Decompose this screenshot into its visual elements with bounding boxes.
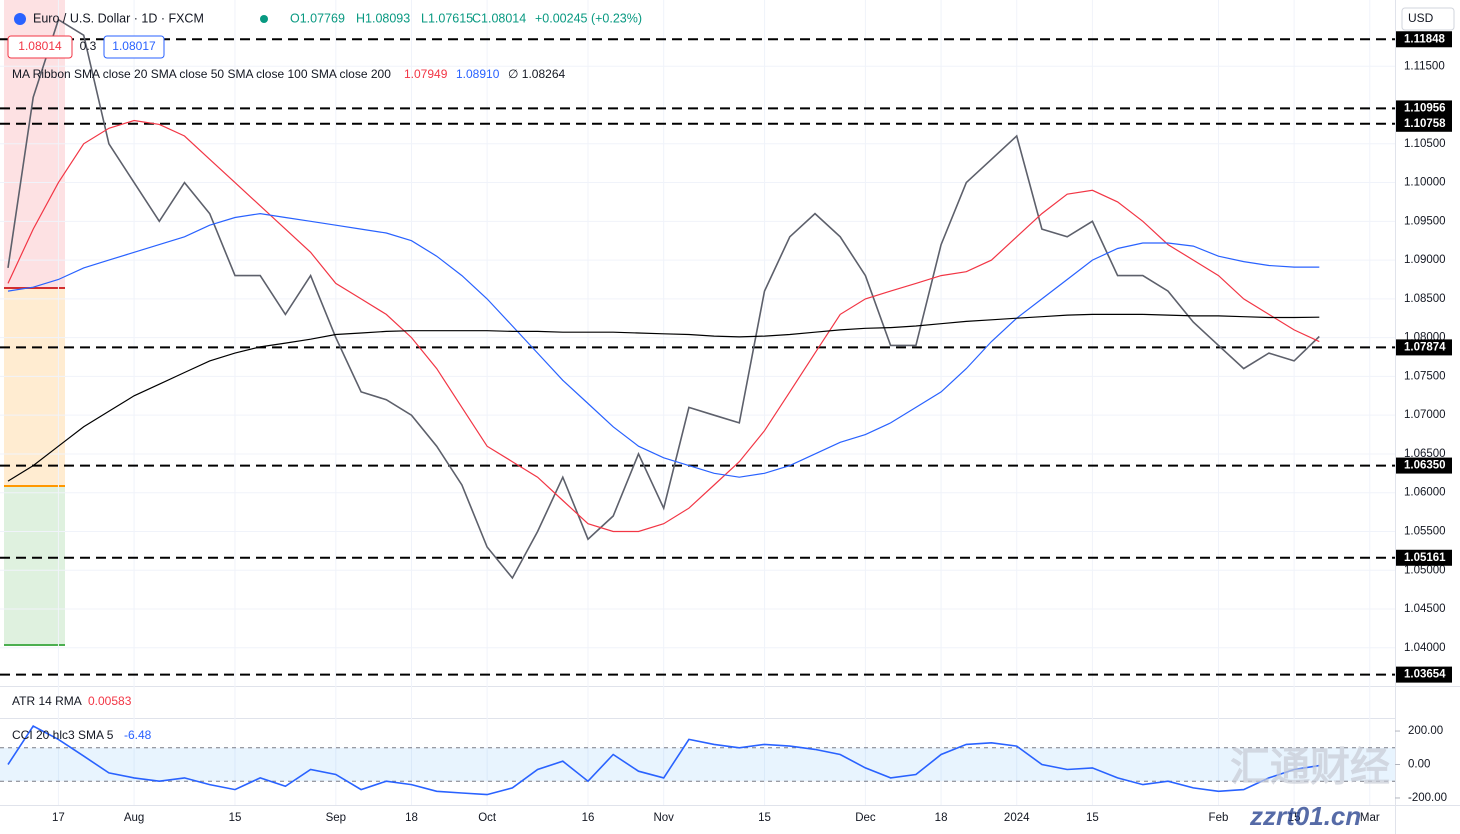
market-status [260,15,268,23]
x-tick-label: Feb [1209,812,1229,824]
ohlc-open: O1.07769 [290,11,345,25]
y-tick-label: 1.08500 [1404,293,1446,305]
x-tick-label: 2024 [1004,812,1030,824]
level-label: 1.07874 [1404,341,1446,353]
symbol-icon [14,13,26,25]
range-zone [4,288,65,486]
x-tick-label: Aug [124,812,144,824]
y-tick-label: 1.09000 [1404,254,1446,266]
cci-tick-label: 200.00 [1408,725,1443,737]
level-label: 1.10758 [1404,118,1446,130]
x-tick-label: Dec [855,812,876,824]
level-label: 1.06350 [1404,460,1446,472]
series-line [7,119,1320,533]
watermark-url: zzrt01.cn [1249,801,1361,831]
symbol-title[interactable]: Euro / U.S. Dollar · 1D · FXCM [33,11,204,25]
y-tick-label: 1.06000 [1404,487,1446,499]
cci-legend[interactable]: CCI 20 hlc3 SMA 5 [12,728,114,742]
level-label-box [1396,666,1452,683]
level-label-box [1396,115,1452,132]
cci-band [0,747,1395,782]
x-tick-label: Mar [1360,812,1380,824]
level-label: 1.05161 [1404,552,1446,564]
x-tick-label: 15 [229,812,242,824]
sell-button[interactable] [7,35,73,59]
y-tick-label: 1.04500 [1404,603,1446,615]
atr-legend[interactable]: ATR 14 RMA [12,694,82,708]
currency: USD [1408,11,1434,25]
range-zone [4,486,65,646]
y-tick-label: 1.10500 [1404,138,1446,150]
spread: 0.3 [80,39,97,53]
cci-tick-label: 0.00 [1408,759,1430,771]
x-tick-label: 16 [582,812,595,824]
buy-button[interactable] [103,35,165,59]
y-tick-label: 1.05500 [1404,526,1446,538]
y-tick-label: 1.05000 [1404,564,1446,576]
y-tick-label: 1.09500 [1404,215,1446,227]
level-label-box [1396,457,1452,474]
x-tick-label: 15 [1086,812,1099,824]
x-tick-label: 18 [405,812,418,824]
x-tick-label: 18 [935,812,948,824]
cci-value: -6.48 [124,728,152,742]
level-label-box [1396,100,1452,117]
series-line [7,724,1320,796]
level-label: 1.11848 [1404,33,1446,45]
ohlc-change: +0.00245 (+0.23%) [535,11,642,25]
series-line [7,313,1320,482]
ohlc-high: H1.08093 [356,11,410,25]
ma-legend[interactable]: MA Ribbon SMA close 20 SMA close 50 SMA … [12,67,391,81]
atr-value: 0.00583 [88,694,132,708]
x-tick-label: 17 [52,812,65,824]
series-line [7,18,1320,580]
x-tick-label: Nov [653,812,674,824]
level-label: 1.03654 [1404,669,1446,681]
x-tick-label: Sep [326,812,346,824]
ohlc-low: L1.07615 [421,11,473,25]
x-tick-label: 15 [1288,812,1301,824]
x-tick-label: 15 [758,812,771,824]
watermark: 汇通财经 [1230,746,1390,790]
level-label-box [1396,31,1452,48]
ma-value: 1.08910 [456,67,500,81]
y-tick-label: 1.04000 [1404,642,1446,654]
ma-value: ∅ 1.08264 [508,67,565,81]
level-label-box [1396,339,1452,356]
ohlc-close: C1.08014 [472,11,526,25]
y-tick-label: 1.07000 [1404,409,1446,421]
y-tick-label: 1.10000 [1404,177,1446,189]
cci-tick-label: -200.00 [1408,792,1447,804]
y-tick-label: 1.06500 [1404,448,1446,460]
y-tick-label: 1.11500 [1404,60,1445,72]
series-line [7,212,1320,478]
y-tick-label: 1.07500 [1404,370,1446,382]
buy-price: 1.08017 [112,39,156,53]
x-tick-label: Oct [478,812,497,824]
ma-value: 1.07949 [404,67,448,81]
sell-price: 1.08014 [18,39,62,53]
level-label: 1.10956 [1404,102,1446,114]
level-label-box [1396,549,1452,566]
currency-select[interactable] [1401,7,1455,31]
